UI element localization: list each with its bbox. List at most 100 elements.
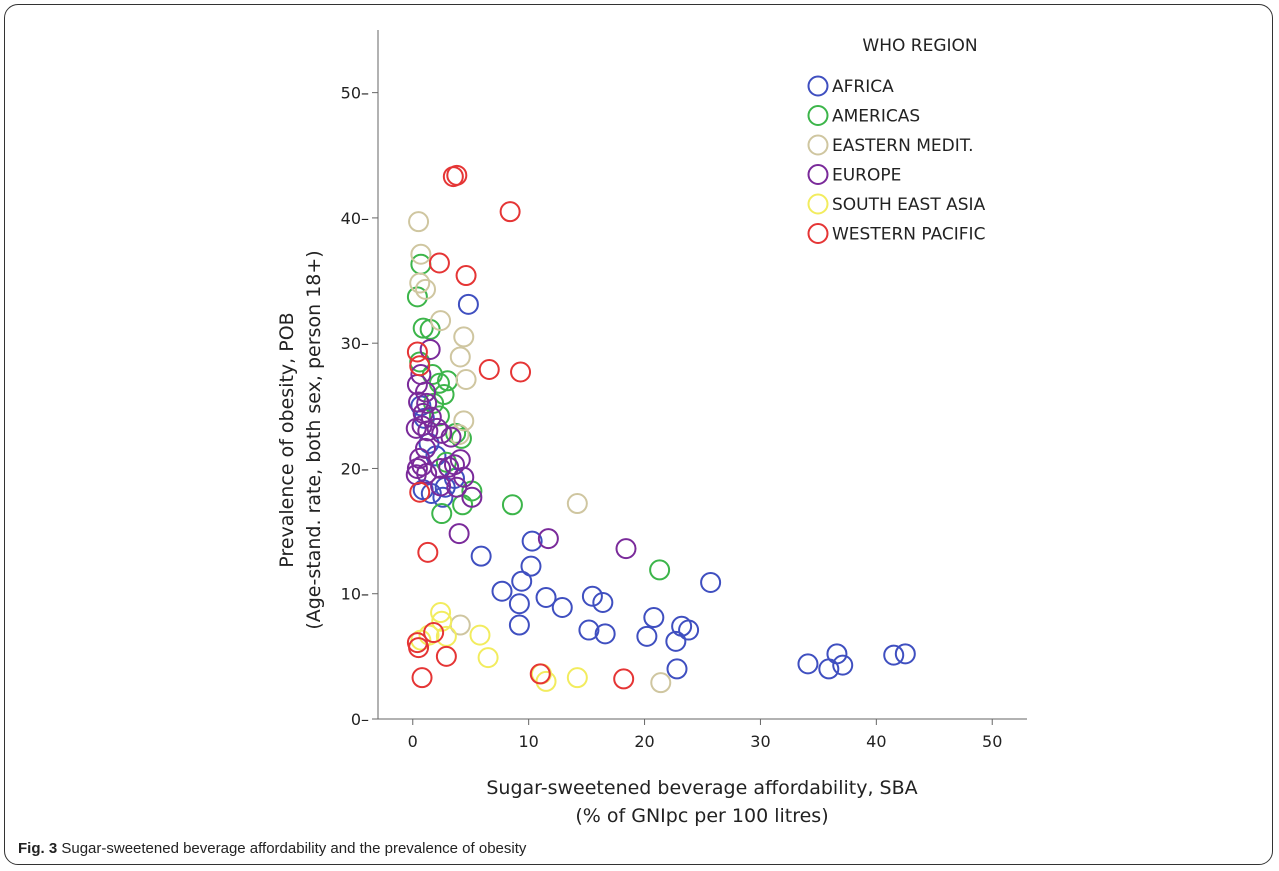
legend-title: WHO REGION: [862, 36, 977, 56]
data-point: [416, 462, 438, 484]
figure-frame: [4, 4, 1273, 865]
data-point: [431, 610, 453, 632]
x-tick-label: 10: [518, 732, 538, 751]
data-point: [440, 426, 462, 448]
data-point: [491, 580, 513, 602]
legend-marker: [807, 164, 829, 185]
data-point: [419, 338, 441, 360]
legend-marker: [807, 75, 829, 97]
y-axis-label: Prevalence of obesity, POB: [276, 312, 298, 567]
data-point: [406, 286, 428, 308]
data-point: [578, 619, 600, 641]
data-point: [499, 201, 521, 223]
axes: 0 10 20 30 40 50 0– 10– 20– 30– 40– 50–: [341, 30, 1027, 751]
data-point: [435, 645, 457, 667]
data-point: [636, 625, 658, 647]
series: [406, 164, 635, 690]
scatter-chart: 0 10 20 30 40 50 0– 10– 20– 30– 40– 50– Sugar-swee…: [276, 30, 1027, 827]
x-tick-label: 30: [750, 732, 770, 751]
data-point: [409, 355, 431, 377]
legend-label: EUROPE: [832, 166, 901, 186]
data-point: [428, 252, 450, 274]
series: [410, 293, 916, 680]
legend-label: SOUTH EAST ASIA: [832, 195, 986, 215]
x-axis-label-line-2: (% of GNIpc per 100 litres): [575, 805, 828, 827]
y-ticks: 0– 10– 20– 30– 40– 50–: [341, 84, 378, 729]
data-point: [592, 591, 614, 613]
data-point: [566, 667, 588, 689]
legend-marker: [807, 223, 829, 244]
data-point: [457, 293, 479, 315]
data-point: [615, 538, 637, 560]
data-point: [409, 481, 431, 503]
data-point: [448, 523, 470, 545]
x-tick-label: 0: [408, 732, 418, 751]
data-point: [410, 243, 432, 265]
data-point: [508, 614, 530, 636]
data-point: [521, 530, 543, 552]
data-point: [411, 415, 433, 437]
data-point: [883, 644, 905, 666]
legend-label: AFRICA: [832, 77, 894, 97]
y-tick-label: 20–: [341, 459, 369, 478]
data-point: [406, 341, 428, 363]
data-point: [510, 361, 532, 383]
y-tick-label: 50–: [341, 84, 369, 103]
data-point: [415, 278, 437, 300]
data-point: [894, 643, 916, 665]
data-point: [520, 555, 542, 577]
legend-marker: [807, 105, 829, 126]
caption-text: Sugar-sweetened beverage affordability a…: [61, 840, 527, 857]
data-point: [446, 164, 468, 186]
data-point: [461, 486, 483, 508]
x-axis-label: Sugar-sweetened beverage affordability, …: [486, 777, 917, 799]
data-point: [453, 326, 475, 348]
legend: WHO REGION AFRICA AMERICAS EASTERN MEDIT. E…: [807, 36, 986, 245]
data-point: [449, 346, 471, 368]
data-point: [535, 586, 557, 608]
data-point: [470, 545, 492, 567]
data-point: [417, 420, 439, 442]
data-point: [448, 424, 470, 446]
data-point: [501, 494, 523, 516]
data-point: [700, 571, 722, 593]
data-point: [423, 622, 445, 644]
y-axis-label-line-2: (Age-stand. rate, both sex, person 18+): [303, 250, 325, 629]
data-point: [430, 475, 452, 497]
data-point: [430, 457, 452, 479]
data-point: [537, 528, 559, 550]
x-ticks: 0 10 20 30 40 50: [408, 719, 1002, 751]
data-point: [430, 602, 452, 624]
series: [406, 253, 671, 581]
data-point: [408, 637, 430, 659]
data-point: [650, 672, 672, 694]
legend-marker: [807, 193, 829, 215]
series: [408, 211, 672, 694]
x-tick-label: 40: [866, 732, 886, 751]
data-point: [425, 445, 447, 467]
y-tick-label: 0–: [351, 710, 369, 729]
legend-label: EASTERN MEDIT.: [832, 136, 974, 156]
data-point: [826, 643, 848, 665]
data-point: [666, 658, 688, 680]
caption-label: Fig. 3: [18, 840, 58, 857]
data-point: [508, 593, 530, 615]
data-point: [416, 392, 438, 414]
data-point: [432, 486, 454, 508]
data-point: [797, 653, 819, 675]
data-point: [450, 427, 472, 449]
data-point: [551, 597, 573, 619]
x-tick-label: 50: [982, 732, 1002, 751]
data-point: [408, 391, 430, 413]
figure-caption: Fig. 3 Sugar-sweetened beverage affordab…: [18, 840, 526, 857]
data-point: [430, 310, 452, 332]
series: [410, 602, 588, 692]
data-point: [566, 493, 588, 515]
data-points: [405, 164, 916, 694]
legend-label: WESTERN PACIFIC: [832, 225, 985, 245]
data-point: [511, 570, 533, 592]
data-point: [412, 317, 434, 339]
data-point: [408, 211, 430, 233]
data-point: [477, 647, 499, 669]
data-point: [535, 670, 557, 692]
